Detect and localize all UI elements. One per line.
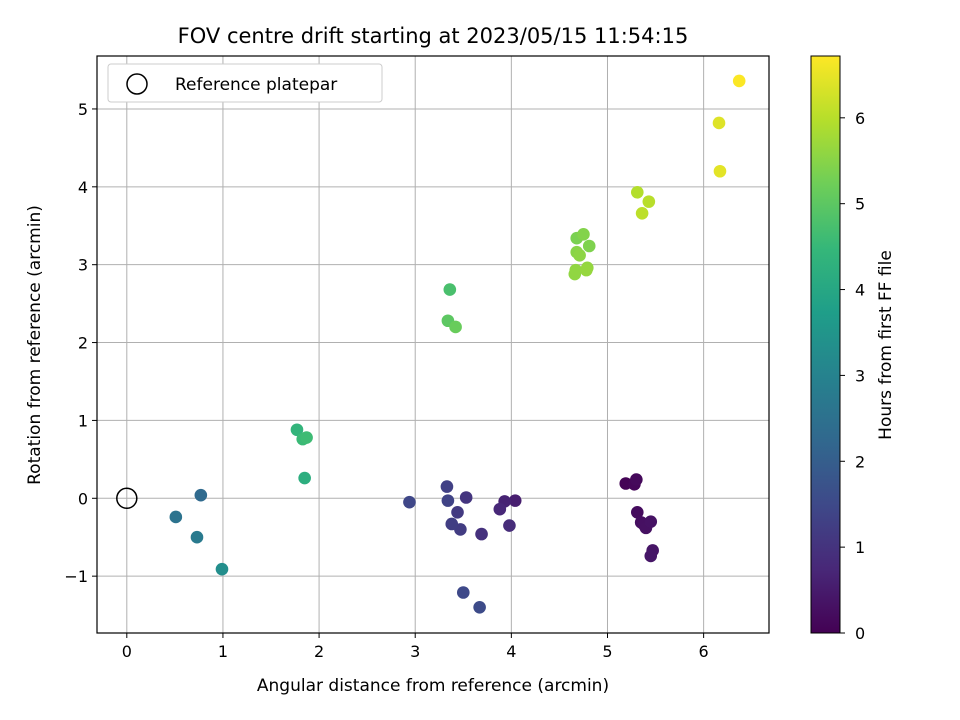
colorbar-tick-label: 5 <box>855 195 865 214</box>
data-point <box>644 549 658 563</box>
data-point <box>644 515 658 528</box>
chart-title: FOV centre drift starting at 2023/05/15 … <box>178 24 689 48</box>
legend-box <box>107 63 383 103</box>
data-point <box>580 263 593 277</box>
colorbar-tick-label: 0 <box>855 624 865 643</box>
x-tick-label: 1 <box>218 642 228 661</box>
x-axis-label: Angular distance from reference (arcmin) <box>257 676 609 696</box>
data-point <box>300 431 313 444</box>
data-point <box>582 239 596 253</box>
colorbar-tick-label: 1 <box>855 538 865 557</box>
data-point <box>298 471 311 485</box>
colorbar-tick-label: 2 <box>855 452 865 471</box>
data-point <box>445 517 459 531</box>
y-axis-label: Rotation from reference (arcmin) <box>25 205 45 485</box>
colorbar-tick-label: 6 <box>855 109 865 128</box>
data-point <box>573 249 586 262</box>
data-point <box>503 519 516 532</box>
colorbar-tick-label: 3 <box>855 366 865 385</box>
legend: Reference platepar <box>107 63 383 103</box>
data-point <box>451 506 464 519</box>
x-tick-label: 4 <box>506 642 516 661</box>
data-point <box>712 116 726 130</box>
data-point <box>642 195 656 208</box>
y-tick-label: 2 <box>78 334 88 353</box>
data-point <box>493 502 507 516</box>
data-point <box>569 263 583 277</box>
plot-frame <box>96 55 770 634</box>
data-point <box>441 494 455 507</box>
data-point <box>508 494 522 507</box>
data-point <box>456 586 470 599</box>
colorbar-ticks: 0 1 2 3 4 5 6 <box>840 109 865 643</box>
y-axis-ticks: −1 0 1 2 3 4 5 <box>64 100 97 586</box>
x-tick-label: 6 <box>699 642 709 661</box>
data-point <box>290 423 304 437</box>
y-tick-label: 0 <box>78 489 88 508</box>
data-point <box>403 495 416 509</box>
x-tick-label: 3 <box>410 642 420 661</box>
colorbar-label: Hours from first FF file <box>876 250 896 440</box>
legend-label: Reference platepar <box>175 75 337 95</box>
colorbar-gradient <box>810 55 841 634</box>
x-tick-label: 5 <box>602 642 612 661</box>
data-point <box>190 530 204 544</box>
data-point <box>713 164 727 178</box>
y-tick-label: 1 <box>78 411 88 430</box>
data-point <box>630 185 644 199</box>
data-point <box>459 491 473 504</box>
x-tick-label: 2 <box>314 642 324 661</box>
y-tick-label: −1 <box>64 567 88 586</box>
y-tick-label: 3 <box>78 256 88 275</box>
reference-marker <box>116 487 138 510</box>
x-tick-label: 0 <box>122 642 132 661</box>
data-point <box>475 527 488 541</box>
data-point <box>194 488 208 502</box>
data-points <box>169 74 746 614</box>
data-point <box>215 562 229 576</box>
data-point <box>443 283 457 296</box>
data-point <box>169 510 183 524</box>
grid <box>97 56 769 633</box>
data-point <box>577 228 590 241</box>
data-point <box>630 506 644 519</box>
y-tick-label: 4 <box>78 178 88 197</box>
y-tick-label: 5 <box>78 100 88 119</box>
reference-platepar-point <box>116 487 138 510</box>
colorbar-tick-label: 4 <box>855 281 865 300</box>
data-point <box>635 206 649 220</box>
legend-marker-icon <box>126 73 148 95</box>
colorbar: 0 1 2 3 4 5 6 Hours from first FF file <box>810 55 896 643</box>
data-point <box>473 601 486 614</box>
data-point <box>440 480 454 493</box>
data-point <box>732 74 746 88</box>
x-axis-ticks: 0 1 2 3 4 5 6 <box>122 633 709 661</box>
data-point <box>449 320 462 334</box>
data-point <box>630 473 643 486</box>
